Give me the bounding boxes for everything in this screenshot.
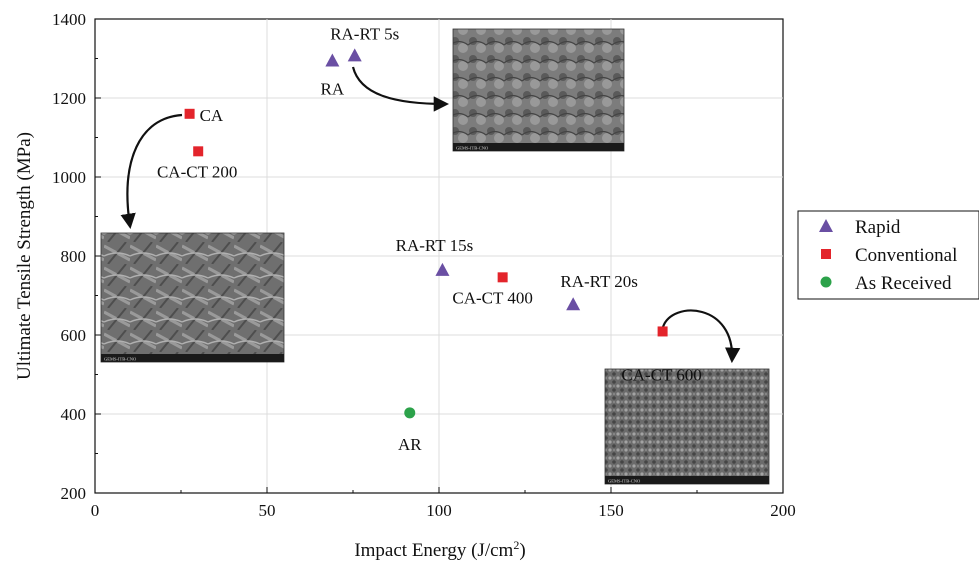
arrow-rapid — [351, 66, 450, 112]
inset-caption: GEMS-ITB-CNO — [104, 357, 137, 362]
data-point-ra-rt-15s — [435, 262, 450, 276]
x-tick-label: 150 — [598, 501, 624, 520]
data-label-ca-ct-600: CA-CT 600 — [621, 365, 701, 384]
data-point-ca-ct-200 — [193, 146, 204, 157]
legend-marker-rapid — [819, 219, 833, 232]
x-tick-label: 100 — [426, 501, 452, 520]
y-tick-label: 1200 — [52, 89, 86, 108]
y-tick-label: 800 — [61, 247, 87, 266]
data-label-ca-ct-400: CA-CT 400 — [452, 288, 532, 307]
legend-label-conventional: Conventional — [855, 245, 957, 266]
data-point-ra — [325, 53, 340, 67]
data-point-ca-ct-600 — [657, 326, 668, 337]
legend-marker-as-received — [820, 276, 832, 288]
data-point-ca-ct-400 — [497, 272, 508, 283]
data-label-ra: RA — [321, 79, 345, 98]
legend-label-as-received: As Received — [855, 273, 952, 294]
legend-marker-conventional — [821, 249, 831, 259]
y-tick-label: 400 — [61, 405, 87, 424]
sem-inset-rapid: GEMS-ITB-CNO — [452, 28, 625, 152]
sem-inset-ca-ct-600: GEMS-ITB-CNO — [604, 368, 770, 485]
data-point-ra-rt-20s — [566, 297, 581, 311]
sem-inset-conventional: GEMS-ITB-CNO — [100, 232, 285, 363]
x-tick-label: 200 — [770, 501, 796, 520]
inset-caption: GEMS-ITB-CNO — [608, 479, 641, 484]
data-label-ar: AR — [398, 435, 422, 454]
inset-caption: GEMS-ITB-CNO — [456, 146, 489, 151]
y-tick-label: 1000 — [52, 168, 86, 187]
x-axis-title: Impact Energy (J/cm2) — [354, 538, 525, 561]
data-label-ra-rt-15s: RA-RT 15s — [396, 236, 474, 255]
y-tick-label: 1400 — [52, 10, 86, 29]
legend: Rapid Conventional As Received — [797, 210, 979, 300]
x-axis-title-superscript: 2 — [513, 538, 519, 552]
arrow-conventional — [120, 113, 183, 230]
data-label-ra-rt-5s: RA-RT 5s — [330, 24, 399, 43]
y-tick-label: 600 — [61, 326, 87, 345]
arrow-ca-ct-600-curve — [661, 309, 741, 364]
x-tick-label: 0 — [91, 501, 100, 520]
data-labels: RA RA-RT 5s RA-RT 15s RA-RT 20s CA CA-CT 200 C… — [157, 24, 702, 453]
legend-label-rapid: Rapid — [855, 217, 901, 238]
data-point-ra-rt-5s — [347, 48, 362, 62]
data-point-ar — [404, 407, 416, 419]
data-point-ca — [184, 108, 195, 119]
axis-ticks: 0 50 100 150 200 200 400 600 800 1000 1200 1400 — [52, 10, 796, 520]
data-marks — [184, 48, 668, 419]
data-label-ca: CA — [200, 106, 224, 125]
x-tick-label: 50 — [259, 501, 276, 520]
data-label-ra-rt-20s: RA-RT 20s — [560, 272, 638, 291]
data-label-ca-ct-200: CA-CT 200 — [157, 162, 237, 181]
y-axis-title: Ultimate Tensile Strength (MPa) — [14, 132, 35, 380]
y-tick-label: 200 — [61, 484, 87, 503]
